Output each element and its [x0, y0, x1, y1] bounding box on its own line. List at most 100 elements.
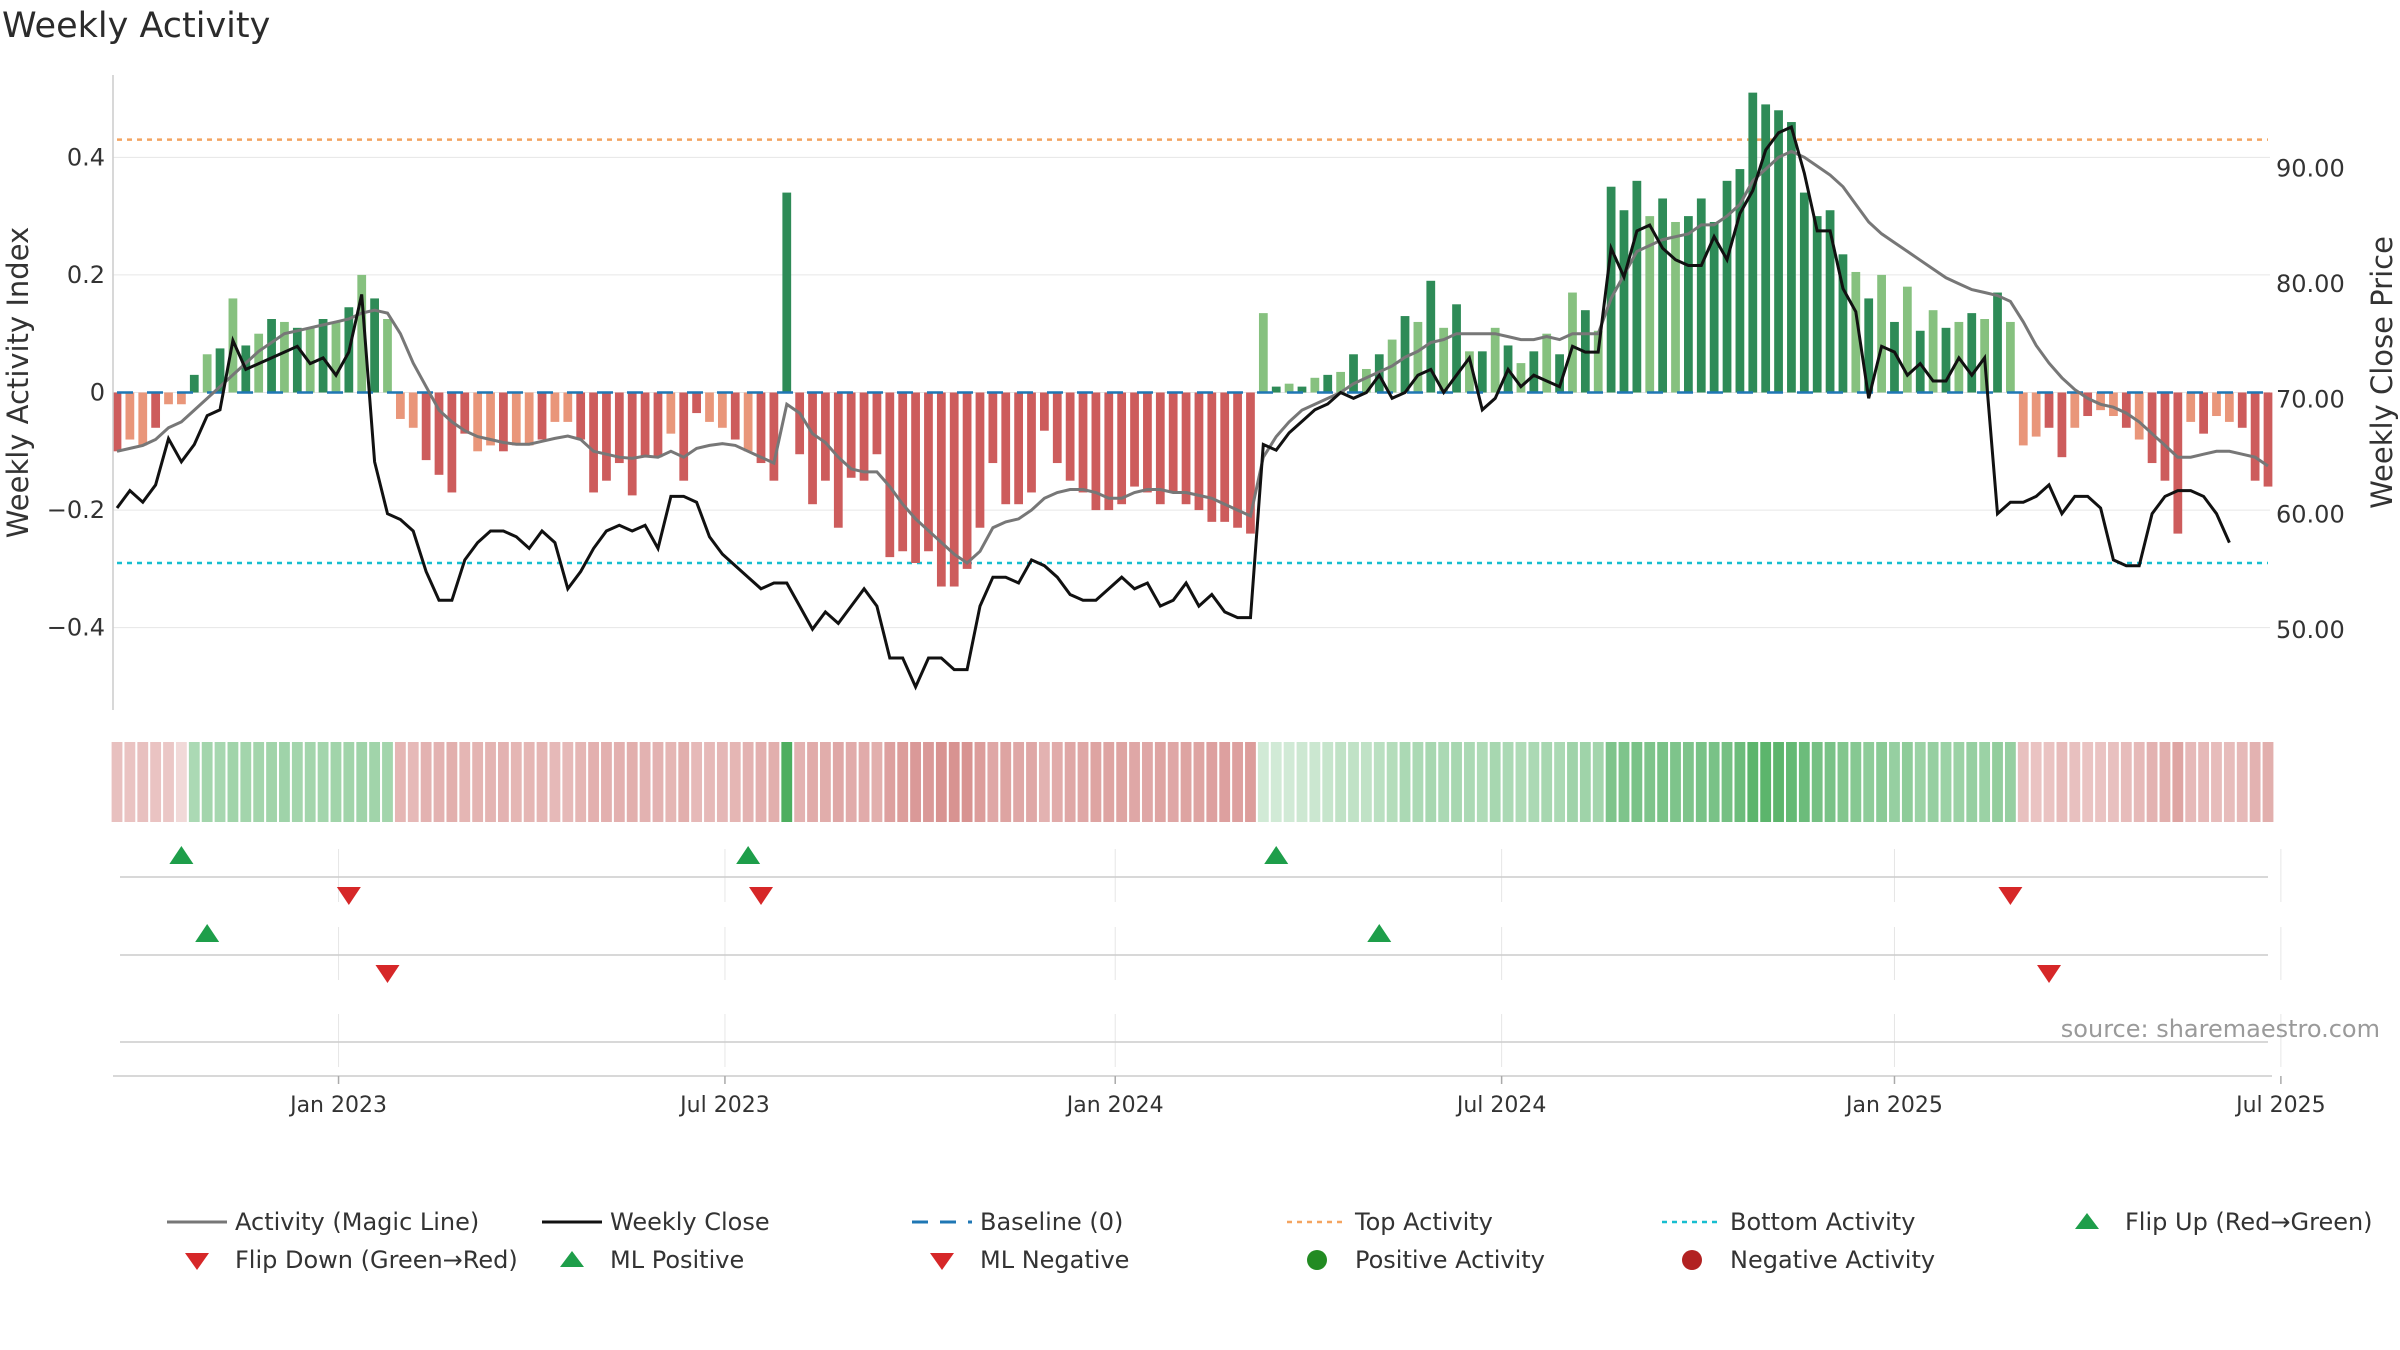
strip-cell: [111, 742, 123, 822]
activity-bar: [202, 354, 212, 393]
strip-cell: [1064, 742, 1076, 822]
neg_dot-legend-symbol: [1660, 1243, 1730, 1277]
strip-cell: [781, 742, 793, 822]
activity-bar: [2006, 321, 2015, 393]
activity-bar: [1851, 271, 1861, 393]
strip-cell: [871, 742, 883, 822]
strip-cell: [1798, 742, 1810, 822]
activity-bar: [743, 392, 753, 452]
strip-cell: [2249, 742, 2261, 822]
activity-bar: [640, 392, 650, 458]
strip-cell: [626, 742, 638, 822]
legend-item: Bottom Activity: [1660, 1205, 1915, 1239]
activity-bar: [1078, 392, 1088, 493]
legend-label: ML Negative: [980, 1246, 1130, 1274]
activity-bar: [1787, 122, 1796, 393]
activity-bar: [1735, 169, 1745, 393]
activity-bar: [1490, 327, 1500, 393]
activity-bar: [1671, 221, 1680, 393]
bottom-legend-symbol: [1660, 1205, 1730, 1239]
activity-bar: [1555, 354, 1564, 393]
activity-bar: [1297, 386, 1307, 393]
strip-cell: [1528, 742, 1540, 822]
strip-cell: [1901, 742, 1913, 822]
strip-cell: [1708, 742, 1720, 822]
activity-bar: [1027, 392, 1036, 493]
strip-cell: [1502, 742, 1514, 822]
x-tick-label: Jul 2023: [678, 1093, 770, 1118]
chart-title: Weekly Activity: [2, 6, 271, 46]
activity-bar: [1168, 392, 1178, 493]
activity-bar: [1014, 392, 1023, 505]
strip-cell: [2185, 742, 2197, 822]
strip-cell: [1013, 742, 1025, 822]
strip-cell: [1386, 742, 1398, 822]
strip-cell: [1232, 742, 1243, 822]
activity-bar: [576, 392, 586, 440]
strip-cell: [2043, 742, 2055, 822]
strip-cell: [858, 742, 870, 822]
strip-cell: [2017, 742, 2029, 822]
activity-bar: [1967, 313, 1977, 393]
activity-bar: [1091, 392, 1101, 511]
activity-bar: [138, 392, 148, 446]
strip-cell: [1876, 742, 1888, 822]
y2-tick-label: 70.00: [2276, 385, 2345, 413]
activity-bar: [447, 392, 457, 493]
weekly-close-line: [115, 124, 2231, 691]
activity-bar: [1220, 392, 1230, 522]
activity-bar: [1761, 104, 1771, 393]
activity-bar: [730, 392, 740, 440]
strip-cell: [214, 742, 226, 822]
activity-bar: [898, 392, 908, 552]
strip-cell: [1554, 742, 1565, 822]
down-marker: [375, 965, 400, 983]
activity-bar: [949, 392, 959, 587]
activity-bar: [1284, 383, 1294, 393]
activity-bar: [267, 319, 276, 393]
legend-label: Weekly Close: [610, 1208, 770, 1236]
strip-cell: [1257, 742, 1269, 822]
strip-cell: [2133, 742, 2145, 822]
strip-cell: [1219, 742, 1231, 822]
axes: 0.4 0.2 0 −0.2 −0.4 90.00 80.00 70.00 60.00 50.00…: [1, 75, 2399, 710]
activity-bar: [1877, 274, 1886, 393]
activity-bar: [1246, 392, 1255, 534]
signal-panels: [120, 846, 2282, 1067]
activity-bar: [2096, 392, 2105, 411]
activity-bar: [1748, 92, 1758, 393]
strip-cell: [948, 742, 960, 822]
legend-item: Top Activity: [1285, 1205, 1493, 1239]
activity-bar: [460, 392, 470, 434]
legend-label: Negative Activity: [1730, 1246, 1936, 1274]
strip-cell: [1605, 742, 1617, 822]
strip-cell: [291, 742, 303, 822]
strip-cell: [536, 742, 548, 822]
y2-axis-label: Weekly Close Price: [2365, 236, 2399, 509]
legend-item: Flip Up (Red→Green): [2055, 1205, 2373, 1239]
y-tick-label: 0.4: [67, 143, 105, 171]
strip-cell: [1966, 742, 1978, 822]
strip-cell: [2211, 742, 2222, 822]
activity-bar: [679, 392, 689, 481]
legend: Activity (Magic Line) Weekly Close Baselin…: [0, 1200, 2400, 1290]
activity-bar: [2224, 392, 2234, 422]
strip-cell: [124, 742, 136, 822]
strip-cell: [1193, 742, 1205, 822]
strip-cell: [1399, 742, 1411, 822]
y2-tick-label: 50.00: [2276, 616, 2345, 644]
legend-item: Activity (Magic Line): [165, 1205, 479, 1239]
strip-cell: [2146, 742, 2158, 822]
strip-cell: [987, 742, 999, 822]
strip-cell: [1425, 742, 1437, 822]
strip-cell: [407, 742, 419, 822]
strip-cell: [1167, 742, 1179, 822]
down-marker: [1998, 887, 2023, 905]
strip-cell: [485, 742, 496, 822]
activity-bar: [1516, 363, 1526, 393]
x-tick-label: Jan 2024: [1065, 1093, 1164, 1118]
strip-cell: [266, 742, 277, 822]
strip-cell: [794, 742, 806, 822]
strip-cell: [691, 742, 703, 822]
strip-cell: [2056, 742, 2068, 822]
